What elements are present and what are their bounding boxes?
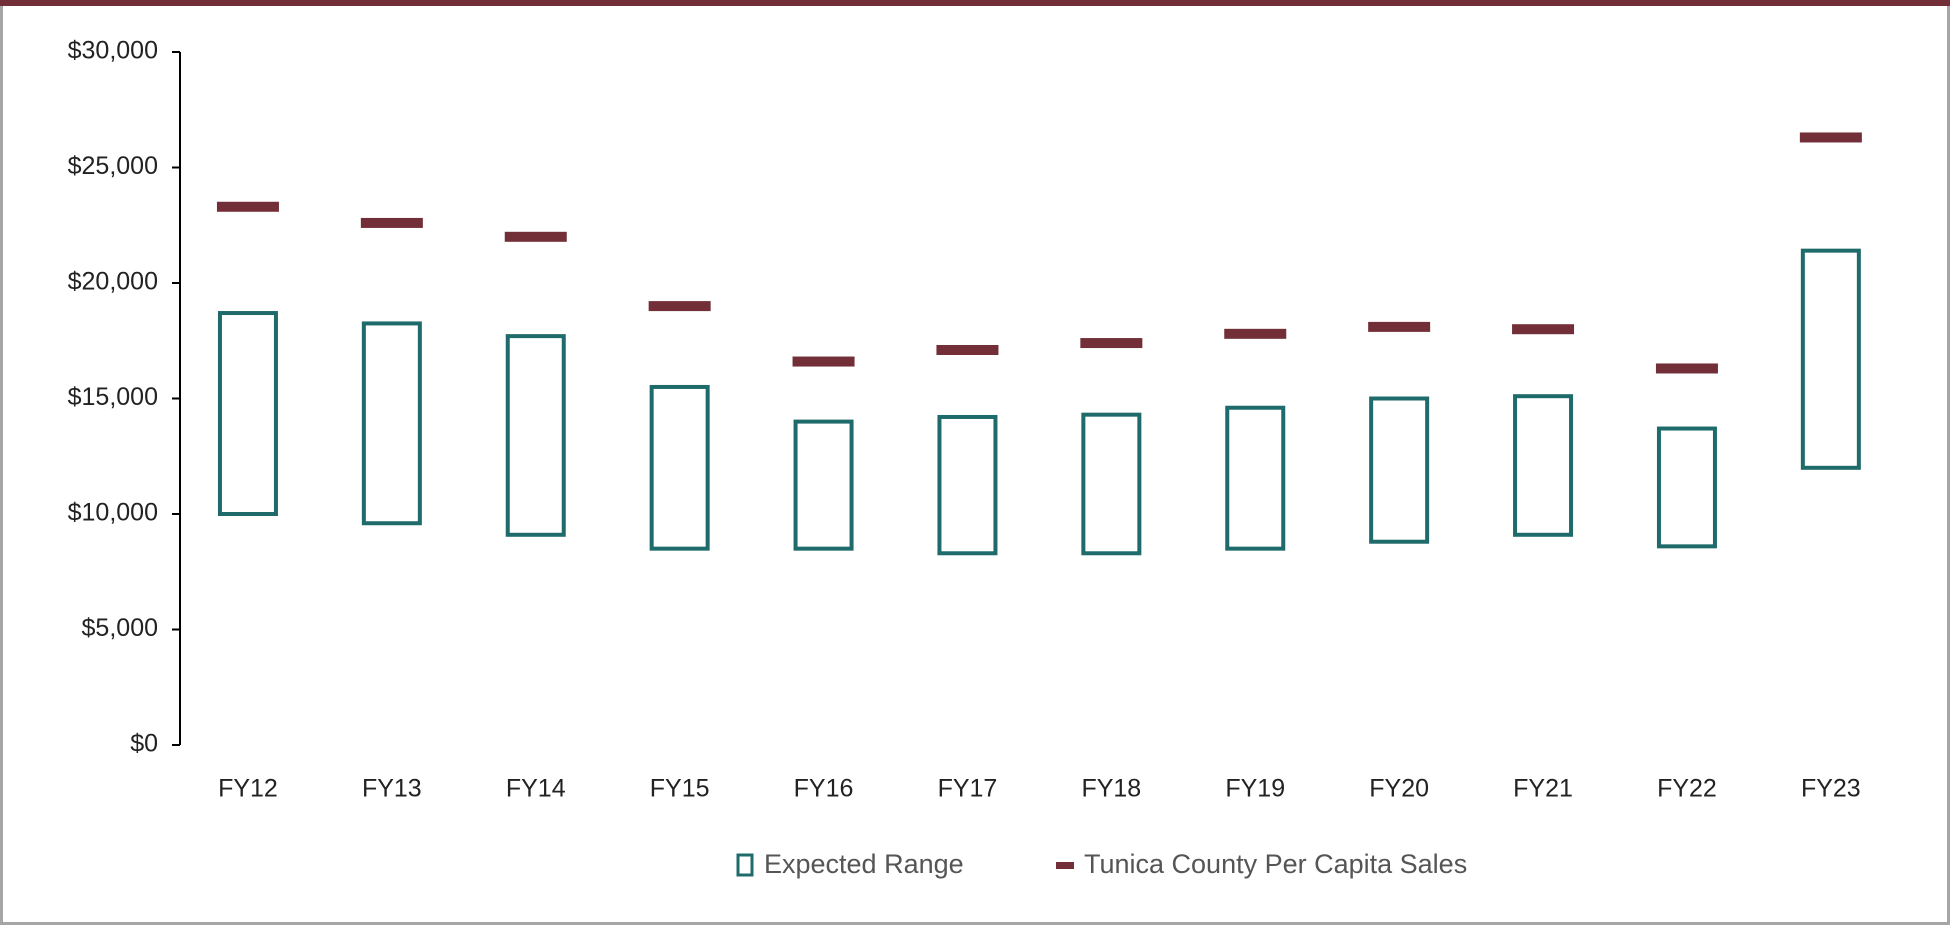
sales-marker xyxy=(1080,338,1143,349)
x-tick-label: FY16 xyxy=(794,775,854,803)
range-box xyxy=(937,414,998,556)
y-tick-label: $5,000 xyxy=(82,614,158,642)
range-box xyxy=(1656,426,1717,549)
legend-swatch xyxy=(1056,862,1074,869)
range-box xyxy=(1513,394,1574,537)
range-box xyxy=(793,419,854,551)
range-box xyxy=(1081,412,1142,556)
sales-marker xyxy=(1368,321,1431,332)
sales-marker xyxy=(504,231,567,242)
y-tick-label: $15,000 xyxy=(68,383,158,411)
x-tick-label: FY12 xyxy=(218,775,278,803)
range-box xyxy=(649,384,710,551)
x-tick-label: FY22 xyxy=(1657,775,1717,803)
y-tick-label: $30,000 xyxy=(68,37,158,65)
sales-marker xyxy=(648,301,711,312)
legend-label: Tunica County Per Capita Sales xyxy=(1084,849,1467,879)
x-tick-label: FY17 xyxy=(938,775,998,803)
range-box xyxy=(1369,396,1430,544)
sales-marker xyxy=(360,217,423,228)
sales-marker xyxy=(936,344,999,355)
legend-swatch xyxy=(736,853,754,877)
x-tick-label: FY21 xyxy=(1513,775,1573,803)
x-tick-label: FY13 xyxy=(362,775,422,803)
sales-marker xyxy=(1224,328,1287,339)
range-box xyxy=(1800,248,1861,470)
sales-marker xyxy=(792,356,855,367)
range-box xyxy=(505,334,566,537)
legend: Expected Range Tunica County Per Capita S… xyxy=(736,849,1467,879)
sales-marker xyxy=(216,201,279,212)
sales-marker xyxy=(1512,324,1575,335)
x-tick-label: FY19 xyxy=(1225,775,1285,803)
sales-marker xyxy=(1655,363,1718,374)
x-tick-label: FY18 xyxy=(1081,775,1141,803)
x-tick-label: FY23 xyxy=(1801,775,1861,803)
y-tick-label: $25,000 xyxy=(68,152,158,180)
top-band xyxy=(0,0,1950,6)
legend-label: Expected Range xyxy=(764,849,964,879)
y-tick-label: $0 xyxy=(130,730,158,758)
range-box xyxy=(217,311,278,516)
x-tick-label: FY14 xyxy=(506,775,566,803)
y-tick-label: $10,000 xyxy=(68,499,158,527)
range-box xyxy=(361,321,422,526)
x-tick-label: FY20 xyxy=(1369,775,1429,803)
x-tick-label: FY15 xyxy=(650,775,710,803)
sales-marker xyxy=(1799,132,1862,143)
range-box xyxy=(1225,405,1286,551)
y-tick-label: $20,000 xyxy=(68,268,158,296)
